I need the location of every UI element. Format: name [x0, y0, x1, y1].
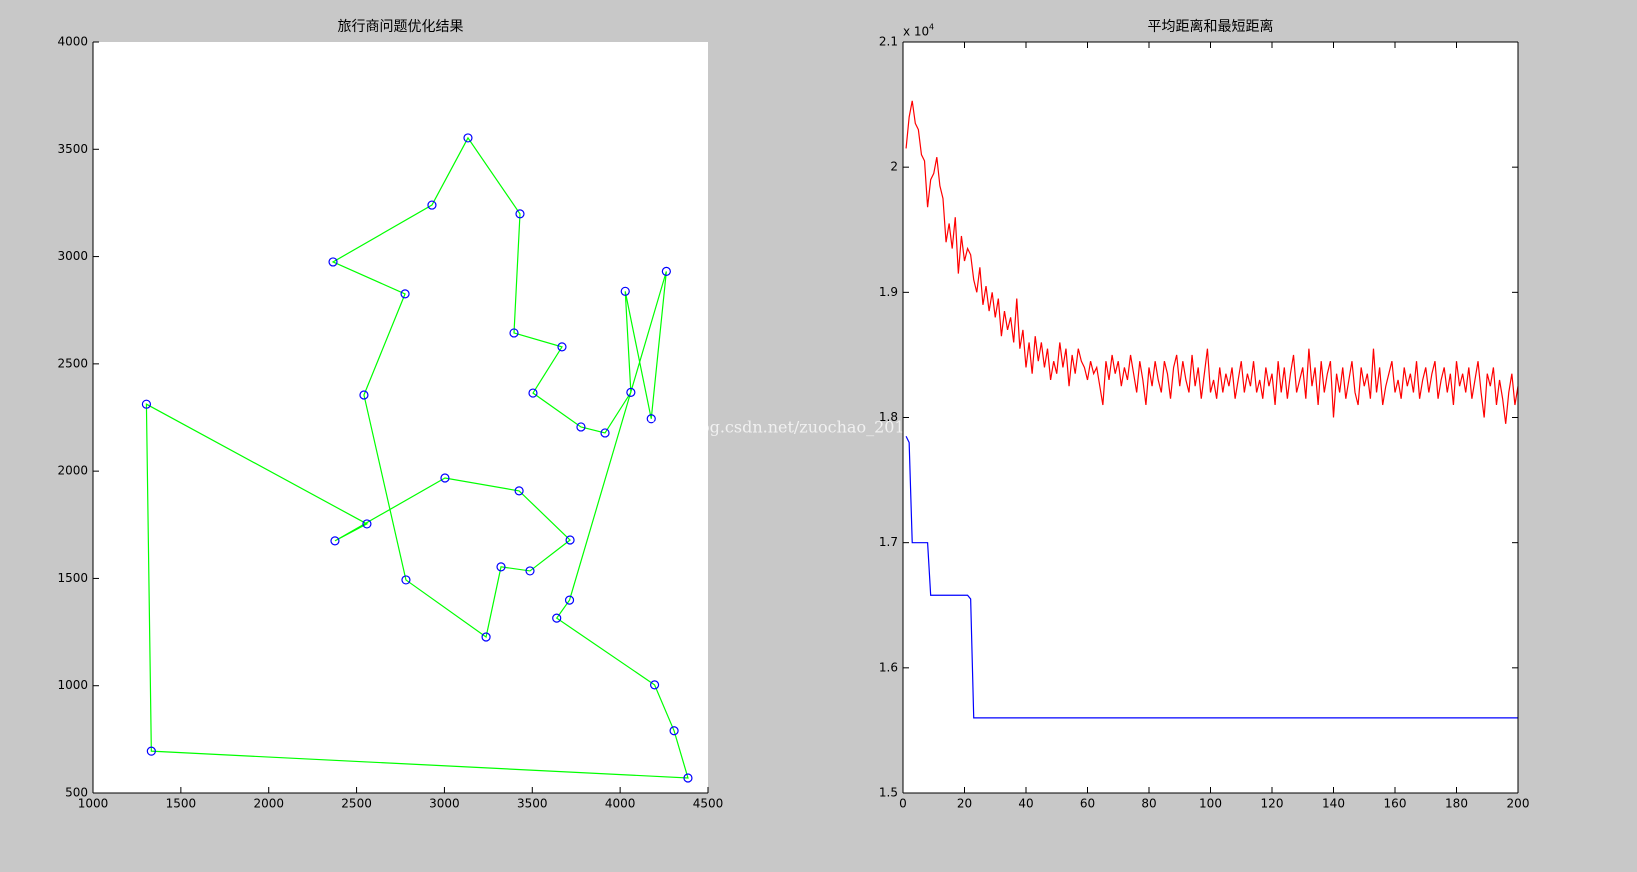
y-tick-label: 4000 — [57, 35, 88, 49]
x-tick-label: 4500 — [693, 797, 724, 811]
point-marker — [683, 773, 693, 783]
point-marker — [141, 399, 152, 409]
series-line — [905, 436, 1518, 719]
x-tick-label: 60 — [1080, 797, 1095, 811]
point-marker — [557, 342, 567, 352]
y-tick-label: 2 — [890, 160, 898, 174]
point-marker — [330, 536, 340, 546]
point-marker — [328, 257, 338, 267]
point-marker — [440, 473, 450, 483]
chart-title: 平均距离和最短距离 — [1148, 18, 1274, 35]
x-tick-label: 4000 — [605, 797, 636, 811]
x-tick-label: 3000 — [429, 797, 460, 811]
x-tick-label: 20 — [957, 797, 972, 811]
x-tick-label: 3500 — [517, 797, 548, 811]
chart-title: 旅行商问题优化结果 — [338, 19, 464, 35]
point-marker — [626, 387, 636, 397]
y-tick-label: 1.6 — [879, 660, 898, 674]
x-tick-label: 180 — [1445, 797, 1468, 811]
x-tick-label: 40 — [1018, 797, 1033, 811]
point-marker — [146, 746, 156, 756]
point-marker — [600, 428, 610, 438]
x-tick-label: 120 — [1261, 797, 1284, 811]
y-tick-label: 3000 — [57, 249, 88, 263]
x-tick-label: 0 — [899, 797, 907, 811]
point-marker — [427, 200, 437, 210]
y-multiplier-exponent: 4 — [929, 23, 934, 32]
point-marker — [564, 595, 575, 605]
y-tick-label: 2.1 — [879, 35, 898, 49]
point-marker — [509, 328, 519, 338]
point-marker — [525, 566, 535, 576]
point-marker — [646, 414, 656, 424]
plot-area — [93, 42, 708, 793]
point-marker — [481, 632, 491, 642]
point-marker — [649, 680, 660, 690]
point-marker — [515, 209, 525, 219]
point-marker — [514, 486, 524, 496]
x-tick-label: 80 — [1141, 797, 1156, 811]
y-tick-label: 1.9 — [879, 285, 898, 299]
watermark: http://blog.csdn.net/zuochao_2013 — [635, 418, 915, 437]
x-tick-label: 160 — [1384, 797, 1407, 811]
y-tick-label: 3500 — [57, 142, 88, 156]
point-marker — [359, 390, 369, 400]
point-marker — [362, 519, 372, 529]
point-marker — [496, 562, 506, 572]
y-tick-label: 1500 — [57, 571, 88, 585]
point-marker — [400, 289, 410, 299]
y-tick-label: 1000 — [57, 678, 88, 692]
point-marker — [620, 286, 630, 296]
x-tick-label: 200 — [1507, 797, 1530, 811]
x-tick-label: 2500 — [341, 797, 372, 811]
y-tick-label: 1.8 — [879, 410, 898, 424]
point-marker — [401, 575, 411, 585]
y-multiplier-base: x 10 — [903, 25, 929, 39]
y-tick-label: 1.5 — [879, 786, 898, 800]
point-marker — [552, 613, 562, 623]
y-tick-label: 500 — [65, 786, 88, 800]
point-marker — [669, 726, 679, 736]
point-marker — [463, 133, 473, 143]
x-tick-label: 140 — [1322, 797, 1345, 811]
series-line — [905, 100, 1519, 424]
y-tick-label: 1.7 — [879, 535, 898, 549]
x-tick-label: 1500 — [166, 797, 197, 811]
x-tick-label: 1000 — [78, 797, 109, 811]
plot-area — [903, 42, 1518, 793]
point-marker — [576, 422, 586, 432]
y-tick-label: 2000 — [57, 464, 88, 478]
point-marker — [661, 266, 671, 276]
x-tick-label: 2000 — [253, 797, 284, 811]
x-tick-label: 100 — [1199, 797, 1222, 811]
point-marker — [565, 535, 575, 545]
y-tick-label: 2500 — [57, 356, 88, 370]
point-marker — [528, 388, 538, 398]
